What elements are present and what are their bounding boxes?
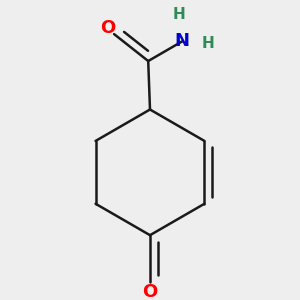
Text: N: N: [175, 32, 190, 50]
Text: O: O: [142, 283, 158, 300]
Text: O: O: [100, 19, 115, 37]
Text: H: H: [202, 36, 214, 51]
Text: H: H: [172, 7, 185, 22]
